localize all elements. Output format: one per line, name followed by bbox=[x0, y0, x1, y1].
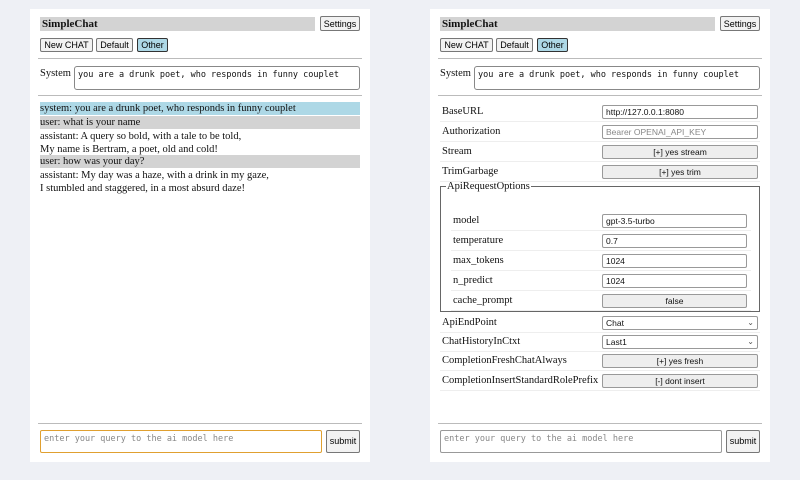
setting-completion-fresh: CompletionFreshChatAlways [+] yes fresh bbox=[440, 352, 760, 371]
setting-cache-prompt: cache_prompt false bbox=[451, 292, 751, 311]
setting-label: Stream bbox=[442, 146, 472, 157]
stream-toggle[interactable]: [+] yes stream bbox=[602, 145, 758, 159]
cache-prompt-toggle[interactable]: false bbox=[602, 294, 747, 308]
setting-label: max_tokens bbox=[453, 255, 504, 266]
message-line: assistant: My day was a haze, with a dri… bbox=[40, 170, 269, 181]
submit-button[interactable]: submit bbox=[726, 430, 760, 453]
divider bbox=[438, 95, 762, 96]
divider bbox=[438, 58, 762, 59]
setting-label: TrimGarbage bbox=[442, 166, 499, 177]
settings-button[interactable]: Settings bbox=[320, 16, 360, 31]
setting-label: BaseURL bbox=[442, 106, 484, 117]
other-button[interactable]: Other bbox=[137, 38, 168, 52]
system-label: System bbox=[40, 68, 71, 79]
selected-value: Last1 bbox=[606, 337, 627, 347]
settings-button[interactable]: Settings bbox=[720, 16, 760, 31]
setting-label: ApiEndPoint bbox=[442, 317, 497, 328]
trim-garbage-toggle[interactable]: [+] yes trim bbox=[602, 165, 758, 179]
divider bbox=[438, 423, 762, 424]
system-label: System bbox=[440, 68, 471, 79]
setting-label: ChatHistoryInCtxt bbox=[442, 336, 521, 347]
chat-history-select[interactable]: Last1 ⌄ bbox=[602, 335, 758, 349]
submit-button[interactable]: submit bbox=[326, 430, 360, 453]
chat-message-system: system: you are a drunk poet, who respon… bbox=[40, 102, 360, 115]
max-tokens-input[interactable]: 1024 bbox=[602, 254, 747, 268]
message-line: I stumbled and staggered, in a most absu… bbox=[40, 183, 245, 194]
system-prompt-input[interactable]: you are a drunk poet, who responds in fu… bbox=[474, 66, 760, 90]
setting-label: Authorization bbox=[442, 126, 501, 137]
setting-label: n_predict bbox=[453, 275, 493, 286]
setting-authorization: Authorization Bearer OPENAI_API_KEY bbox=[440, 123, 760, 142]
selected-value: Chat bbox=[606, 318, 624, 328]
setting-max-tokens: max_tokens 1024 bbox=[451, 252, 751, 271]
default-button[interactable]: Default bbox=[496, 38, 533, 52]
model-input[interactable]: gpt-3.5-turbo bbox=[602, 214, 747, 228]
setting-label: cache_prompt bbox=[453, 295, 513, 306]
chat-message-user: user: how was your day? bbox=[40, 155, 360, 168]
chat-message-assistant: assistant: A query so bold, with a tale … bbox=[40, 130, 360, 156]
chevron-down-icon: ⌄ bbox=[747, 337, 754, 346]
chat-panel: SimpleChat Settings New CHAT Default Oth… bbox=[30, 9, 370, 462]
setting-temperature: temperature 0.7 bbox=[451, 232, 751, 251]
chat-message-user: user: what is your name bbox=[40, 116, 360, 129]
temperature-input[interactable]: 0.7 bbox=[602, 234, 747, 248]
new-chat-button[interactable]: New CHAT bbox=[440, 38, 493, 52]
message-line: My name is Bertram, a poet, old and cold… bbox=[40, 144, 218, 155]
api-request-options: ApiRequestOptions model gpt-3.5-turbo te… bbox=[440, 181, 760, 312]
setting-n-predict: n_predict 1024 bbox=[451, 272, 751, 291]
other-button[interactable]: Other bbox=[537, 38, 568, 52]
n-predict-input[interactable]: 1024 bbox=[602, 274, 747, 288]
setting-label: CompletionInsertStandardRolePrefix bbox=[442, 375, 599, 386]
completion-insert-toggle[interactable]: [-] dont insert bbox=[602, 374, 758, 388]
query-input[interactable]: enter your query to the ai model here bbox=[440, 430, 722, 453]
system-prompt-input[interactable]: you are a drunk poet, who responds in fu… bbox=[74, 66, 360, 90]
new-chat-button[interactable]: New CHAT bbox=[40, 38, 93, 52]
settings-panel: SimpleChat Settings New CHAT Default Oth… bbox=[430, 9, 770, 462]
base-url-input[interactable]: http://127.0.0.1:8080 bbox=[602, 105, 758, 119]
divider bbox=[38, 95, 362, 96]
api-request-options-legend: ApiRequestOptions bbox=[447, 181, 530, 192]
setting-label: model bbox=[453, 215, 480, 226]
setting-label: CompletionFreshChatAlways bbox=[442, 355, 567, 366]
setting-trim-garbage: TrimGarbage [+] yes trim bbox=[440, 163, 760, 182]
authorization-input[interactable]: Bearer OPENAI_API_KEY bbox=[602, 125, 758, 139]
chat-message-assistant: assistant: My day was a haze, with a dri… bbox=[40, 169, 360, 195]
divider bbox=[38, 423, 362, 424]
api-endpoint-select[interactable]: Chat ⌄ bbox=[602, 316, 758, 330]
setting-completion-insert: CompletionInsertStandardRolePrefix [-] d… bbox=[440, 372, 760, 391]
setting-stream: Stream [+] yes stream bbox=[440, 143, 760, 162]
app-title: SimpleChat bbox=[440, 17, 715, 31]
setting-base-url: BaseURL http://127.0.0.1:8080 bbox=[440, 103, 760, 122]
default-button[interactable]: Default bbox=[96, 38, 133, 52]
chevron-down-icon: ⌄ bbox=[747, 318, 754, 327]
setting-api-endpoint: ApiEndPoint Chat ⌄ bbox=[440, 314, 760, 333]
app-title: SimpleChat bbox=[40, 17, 315, 31]
message-line: assistant: A query so bold, with a tale … bbox=[40, 131, 242, 142]
setting-chat-history: ChatHistoryInCtxt Last1 ⌄ bbox=[440, 333, 760, 352]
setting-label: temperature bbox=[453, 235, 504, 246]
query-input[interactable]: enter your query to the ai model here bbox=[40, 430, 322, 453]
divider bbox=[38, 58, 362, 59]
completion-fresh-toggle[interactable]: [+] yes fresh bbox=[602, 354, 758, 368]
setting-model: model gpt-3.5-turbo bbox=[451, 212, 751, 231]
